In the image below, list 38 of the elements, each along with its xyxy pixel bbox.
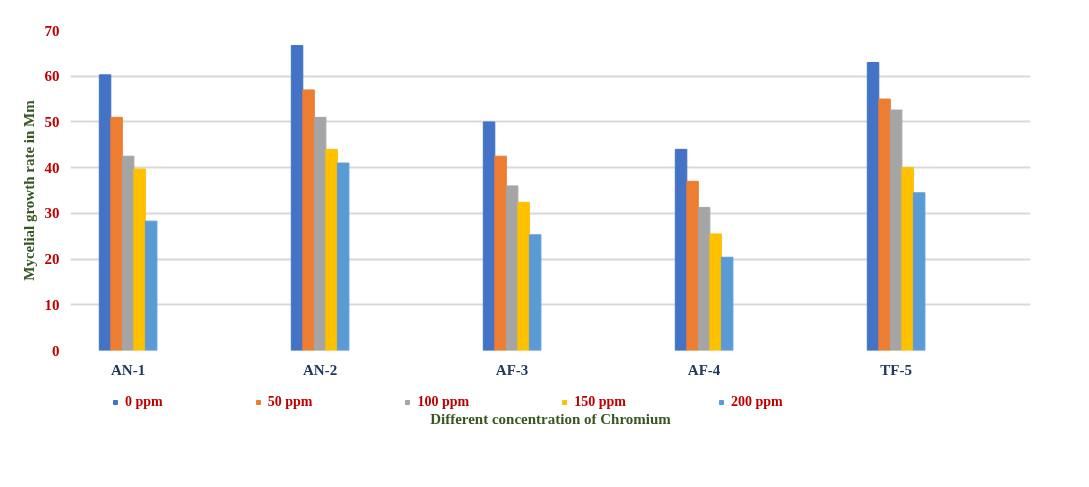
y-tick-label: 70 [44, 22, 60, 39]
bar [517, 201, 530, 351]
y-tick-label: 40 [44, 159, 60, 176]
bar [110, 116, 123, 351]
legend-label: 200 ppm [730, 394, 783, 410]
y-tick-label: 60 [44, 68, 60, 85]
x-tick-label: AF-4 [687, 361, 721, 378]
y-tick-label: 0 [52, 342, 60, 359]
bar [878, 98, 891, 351]
bar [302, 89, 315, 351]
x-tick-label: AN-1 [111, 361, 146, 378]
x-axis-title: Different concentration of Chromium [430, 410, 672, 427]
bar [313, 116, 327, 351]
bar [336, 162, 350, 351]
y-tick-label: 30 [44, 205, 60, 222]
bar [720, 256, 734, 351]
legend-label: 150 ppm [574, 394, 626, 410]
legend-label: 100 ppm [417, 394, 470, 410]
bar [686, 180, 699, 351]
bar [912, 192, 926, 351]
x-tick-label: TF-5 [880, 361, 912, 378]
bar [697, 206, 711, 351]
y-tick-label: 10 [44, 296, 60, 313]
bar [133, 168, 146, 351]
bar [889, 109, 903, 351]
bar [144, 220, 158, 351]
x-tick-label: AN-2 [303, 361, 338, 378]
y-tick-label: 50 [44, 113, 60, 130]
y-axis-title: Mycelial growth rate in Mm [20, 99, 37, 281]
bar [709, 233, 722, 351]
bar [494, 155, 507, 351]
x-tick-label: AF-3 [495, 361, 529, 378]
legend-label: 0 ppm [125, 394, 163, 410]
y-tick-label: 20 [44, 251, 60, 268]
legend-label: 50 ppm [267, 394, 313, 410]
bar [528, 234, 542, 351]
bar [901, 167, 914, 351]
bar [325, 148, 338, 351]
